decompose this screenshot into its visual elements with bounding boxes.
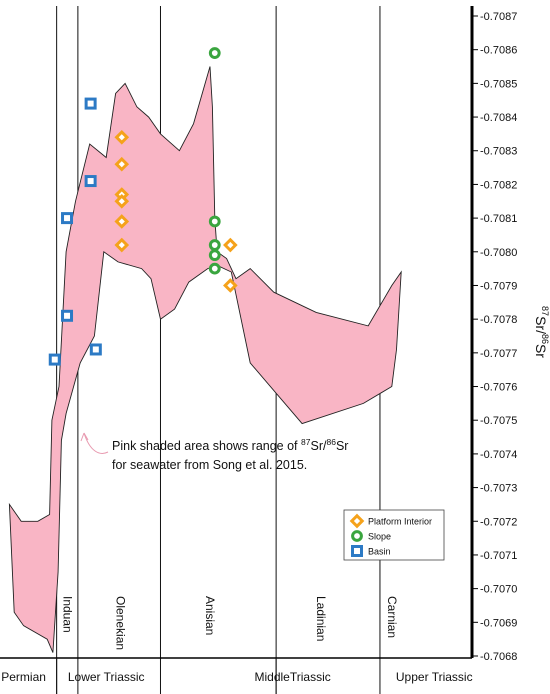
basin-point-5 <box>89 343 102 356</box>
stage-labels: Induan Olenekian Anisian Ladinian Carnian <box>60 596 398 650</box>
basin-point-0 <box>84 97 97 110</box>
slope-point-1 <box>208 215 221 228</box>
y-tick-label-11: -0.7079 <box>480 280 517 292</box>
seawater-range-layer <box>8 66 402 653</box>
y-tick-label-9: -0.7077 <box>480 348 517 360</box>
y-tick-label-14: -0.7082 <box>480 179 517 191</box>
annotation-text-a: Pink shaded area shows range of <box>112 439 301 453</box>
stage-label-induan: Induan <box>60 596 74 633</box>
platform-interior-point-7 <box>223 278 238 293</box>
slope-point-2 <box>208 239 221 251</box>
platform-interior-point-4 <box>114 214 130 229</box>
y-tick-label-2: -0.7070 <box>480 584 517 596</box>
stage-label-carnian: Carnian <box>385 596 399 638</box>
y-axis-title-sup1: 87 <box>540 306 550 316</box>
y-axis-title-sup2: 86 <box>540 334 550 344</box>
platform-interior-point-6 <box>223 237 238 253</box>
slope-point-0 <box>208 47 221 59</box>
platform-interior-point-0 <box>114 129 130 145</box>
y-tick-label-3: -0.7071 <box>480 550 517 562</box>
stage-label-ladinian: Ladinian <box>314 596 328 641</box>
y-tick-label-0: -0.7068 <box>480 651 517 663</box>
legend-marker-platform-interior <box>349 513 365 529</box>
y-tick-label-12: -0.7080 <box>480 247 517 259</box>
annotation-line-1: Pink shaded area shows range of 87Sr/86S… <box>112 437 348 453</box>
stage-label-olenekian: Olenekian <box>113 596 127 650</box>
y-tick-label-10: -0.7078 <box>480 314 517 326</box>
y-tick-label-8: -0.7076 <box>480 382 517 394</box>
slope-point-4 <box>208 262 221 275</box>
period-label-2: MiddleTriassic <box>255 670 331 684</box>
legend: Platform Interior Slope Basin <box>343 509 445 561</box>
y-tick-label-15: -0.7083 <box>480 146 517 158</box>
basin-point-1 <box>84 175 97 188</box>
y-axis-title-part2: Sr <box>533 344 549 358</box>
y-axis-title: 87Sr/86Sr <box>533 306 550 358</box>
platform-interior-point-3 <box>114 193 130 209</box>
slope-point-3 <box>208 249 221 262</box>
annotation-text-b: Sr/ <box>310 439 327 453</box>
y-tick-label-16: -0.7084 <box>480 112 517 124</box>
period-labels: Permian Lower Triassic MiddleTriassic Upper… <box>1 670 472 684</box>
period-label-3: Upper Triassic <box>396 670 473 684</box>
y-tick-label-1: -0.7069 <box>480 617 517 629</box>
annotation-line-2: for seawater from Song et al. 2015. <box>112 458 307 472</box>
legend-label-basin: Basin <box>368 547 391 557</box>
legend-marker-slope <box>351 530 363 542</box>
basin-point-4 <box>48 353 61 366</box>
annotation-text-c: Sr <box>336 439 349 453</box>
y-tick-label-18: -0.7086 <box>480 45 517 57</box>
y-tick-label-17: -0.7085 <box>480 78 517 90</box>
y-tick-label-6: -0.7074 <box>480 449 517 461</box>
y-tick-label-4: -0.7072 <box>480 516 517 528</box>
annotation-sup-a: 87 <box>301 437 311 447</box>
legend-label-slope: Slope <box>368 532 391 542</box>
legend-marker-basin <box>351 545 363 557</box>
y-axis-title-part1: Sr/ <box>533 316 549 334</box>
y-axis-ticks: -0.7068 -0.7069 -0.7070 -0.7071 -0.7072 -0.70… <box>472 11 517 663</box>
y-tick-label-19: -0.7087 <box>480 11 517 23</box>
basin-point-3 <box>61 309 74 322</box>
period-label-1: Lower Triassic <box>68 670 145 684</box>
seawater-range-area <box>8 66 402 653</box>
annotation-leader <box>83 432 109 454</box>
y-tick-label-13: -0.7081 <box>480 213 517 225</box>
basin-point-2 <box>61 212 74 225</box>
annotation-arrowhead <box>80 432 89 442</box>
period-label-0: Permian <box>1 670 46 684</box>
y-tick-label-5: -0.7073 <box>480 483 517 495</box>
platform-interior-point-1 <box>114 156 130 172</box>
legend-label-platform-interior: Platform Interior <box>368 517 432 527</box>
y-tick-label-7: -0.7075 <box>480 415 517 427</box>
stage-label-anisian: Anisian <box>203 596 217 635</box>
annotation-sup-b: 86 <box>326 437 336 447</box>
platform-interior-point-5 <box>114 237 130 253</box>
period-dividers <box>56 658 277 694</box>
data-points-layer <box>48 47 238 366</box>
